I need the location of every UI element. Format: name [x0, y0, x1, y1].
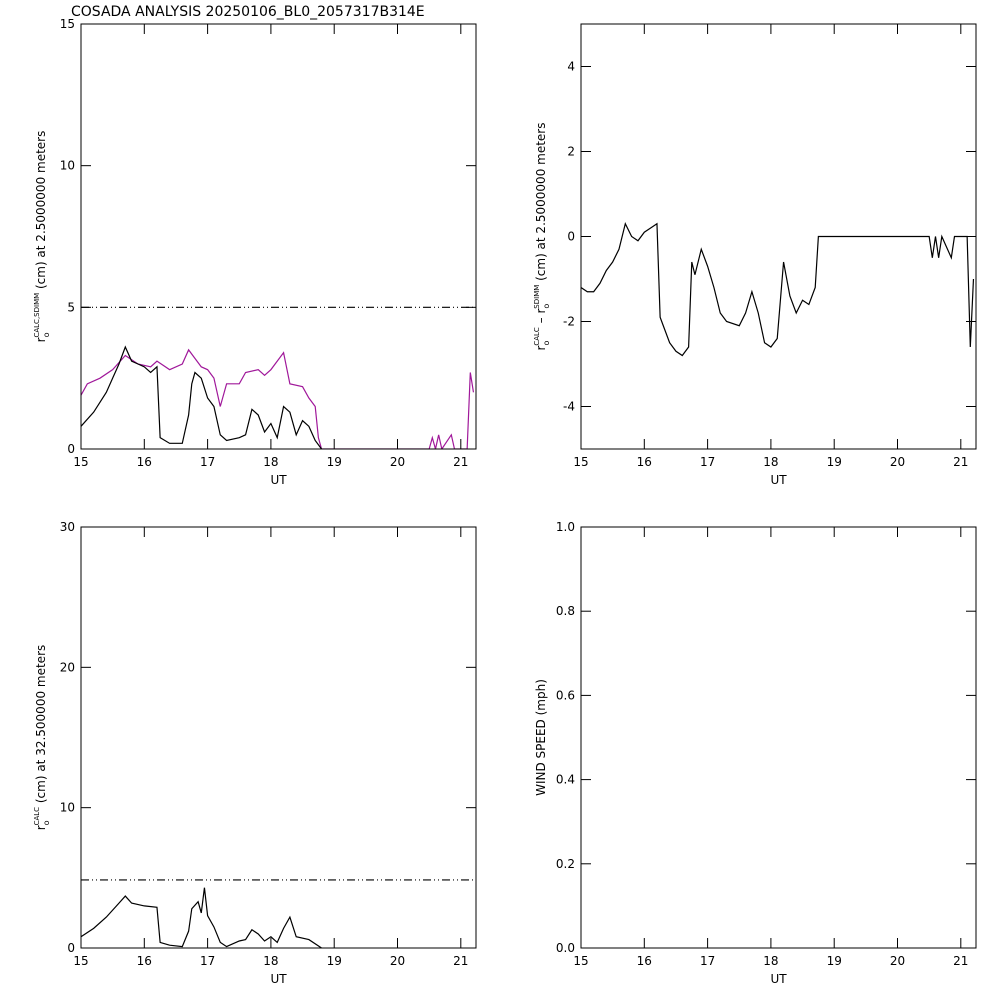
y-tick-label: 4 — [567, 60, 575, 74]
x-tick-label: 16 — [137, 455, 152, 469]
x-tick-label: 18 — [763, 954, 778, 968]
y-tick-label: 2 — [567, 145, 575, 159]
y-tick-label: 0.6 — [556, 688, 575, 702]
x-tick-label: 15 — [73, 455, 88, 469]
plot-frame — [80, 23, 477, 450]
y-tick-label: 0.0 — [556, 941, 575, 955]
x-tick-label: 19 — [827, 455, 842, 469]
data-line — [581, 222, 975, 357]
y-axis-label: WIND SPEED (mph) — [534, 679, 548, 796]
x-axis-label: UT — [270, 972, 287, 986]
y-tick-label: 0.8 — [556, 604, 575, 618]
x-tick-label: 20 — [390, 455, 405, 469]
y-axis-label-part: o — [542, 304, 551, 309]
y-axis-label: roCALC (cm) at 32.500000 meters — [33, 645, 51, 831]
y-tick-label: 5 — [67, 300, 75, 314]
y-axis-label: roCALC,SDIMM (cm) at 2.5000000 meters — [33, 131, 51, 343]
x-tick-label: 21 — [453, 954, 468, 968]
y-axis-label-part: CALC — [533, 327, 541, 346]
y-axis-label-part: CALC — [33, 807, 41, 826]
y-axis-label: roCALC – roSDIMM (cm) at 2.5000000 meter… — [533, 123, 551, 351]
y-tick-label: 0 — [67, 941, 75, 955]
x-tick-label: 19 — [327, 954, 342, 968]
plot-frame — [80, 526, 477, 949]
y-axis-label-part: o — [542, 341, 551, 346]
y-tick-label: 0.2 — [556, 857, 575, 871]
x-axis-label: UT — [770, 473, 787, 487]
x-tick-label: 19 — [827, 954, 842, 968]
x-tick-label: 16 — [637, 455, 652, 469]
x-tick-label: 17 — [700, 455, 715, 469]
y-axis-label-part: o — [42, 820, 51, 825]
chart-title: COSADA ANALYSIS 20250106_BL0_2057317B314… — [71, 4, 425, 20]
y-tick-label: 10 — [60, 159, 75, 173]
y-tick-label: 0.4 — [556, 773, 575, 787]
y-axis-label-part: (cm) at 32.500000 meters — [34, 645, 48, 807]
data-line — [81, 348, 475, 449]
x-axis-label: UT — [270, 473, 287, 487]
y-axis-label-part: WIND SPEED (mph) — [534, 679, 548, 796]
x-tick-label: 21 — [953, 954, 968, 968]
y-tick-label: 15 — [60, 17, 75, 31]
x-axis-label: UT — [770, 972, 787, 986]
x-tick-label: 15 — [573, 455, 588, 469]
x-tick-label: 15 — [73, 954, 88, 968]
y-axis-label-part: (cm) at 2.5000000 meters — [534, 123, 548, 285]
y-tick-label: -4 — [563, 400, 575, 414]
y-tick-label: 20 — [60, 660, 75, 674]
plot-frame — [580, 23, 977, 450]
y-axis-label-part: CALC,SDIMM — [33, 293, 41, 338]
y-tick-label: 30 — [60, 520, 75, 534]
plot-area — [81, 879, 476, 948]
plot-area — [81, 306, 476, 449]
x-tick-label: 20 — [390, 954, 405, 968]
x-tick-label: 15 — [573, 954, 588, 968]
plot-area — [581, 222, 975, 357]
x-tick-label: 21 — [453, 455, 468, 469]
x-tick-label: 21 — [953, 455, 968, 469]
y-axis-label-part: – r — [534, 309, 548, 328]
y-axis-label-part: r — [534, 345, 548, 350]
data-line — [81, 887, 322, 948]
plot-frame — [580, 526, 977, 949]
data-line — [81, 345, 323, 449]
y-tick-label: 10 — [60, 801, 75, 815]
x-tick-label: 20 — [890, 954, 905, 968]
x-tick-label: 18 — [763, 455, 778, 469]
x-tick-label: 17 — [700, 954, 715, 968]
y-axis-label-part: r — [34, 337, 48, 342]
x-tick-label: 16 — [137, 954, 152, 968]
x-tick-label: 17 — [200, 954, 215, 968]
y-tick-label: 1.0 — [556, 520, 575, 534]
x-tick-label: 19 — [327, 455, 342, 469]
y-tick-label: -2 — [563, 315, 575, 329]
x-tick-label: 18 — [263, 455, 278, 469]
y-axis-label-part: SDIMM — [533, 285, 541, 309]
y-axis-label-part: o — [42, 332, 51, 337]
y-tick-label: 0 — [567, 230, 575, 244]
x-tick-label: 17 — [200, 455, 215, 469]
y-axis-label-part: (cm) at 2.5000000 meters — [34, 131, 48, 293]
x-tick-label: 16 — [637, 954, 652, 968]
x-tick-label: 18 — [263, 954, 278, 968]
y-tick-label: 0 — [67, 442, 75, 456]
x-tick-label: 20 — [890, 455, 905, 469]
y-axis-label-part: r — [34, 825, 48, 830]
